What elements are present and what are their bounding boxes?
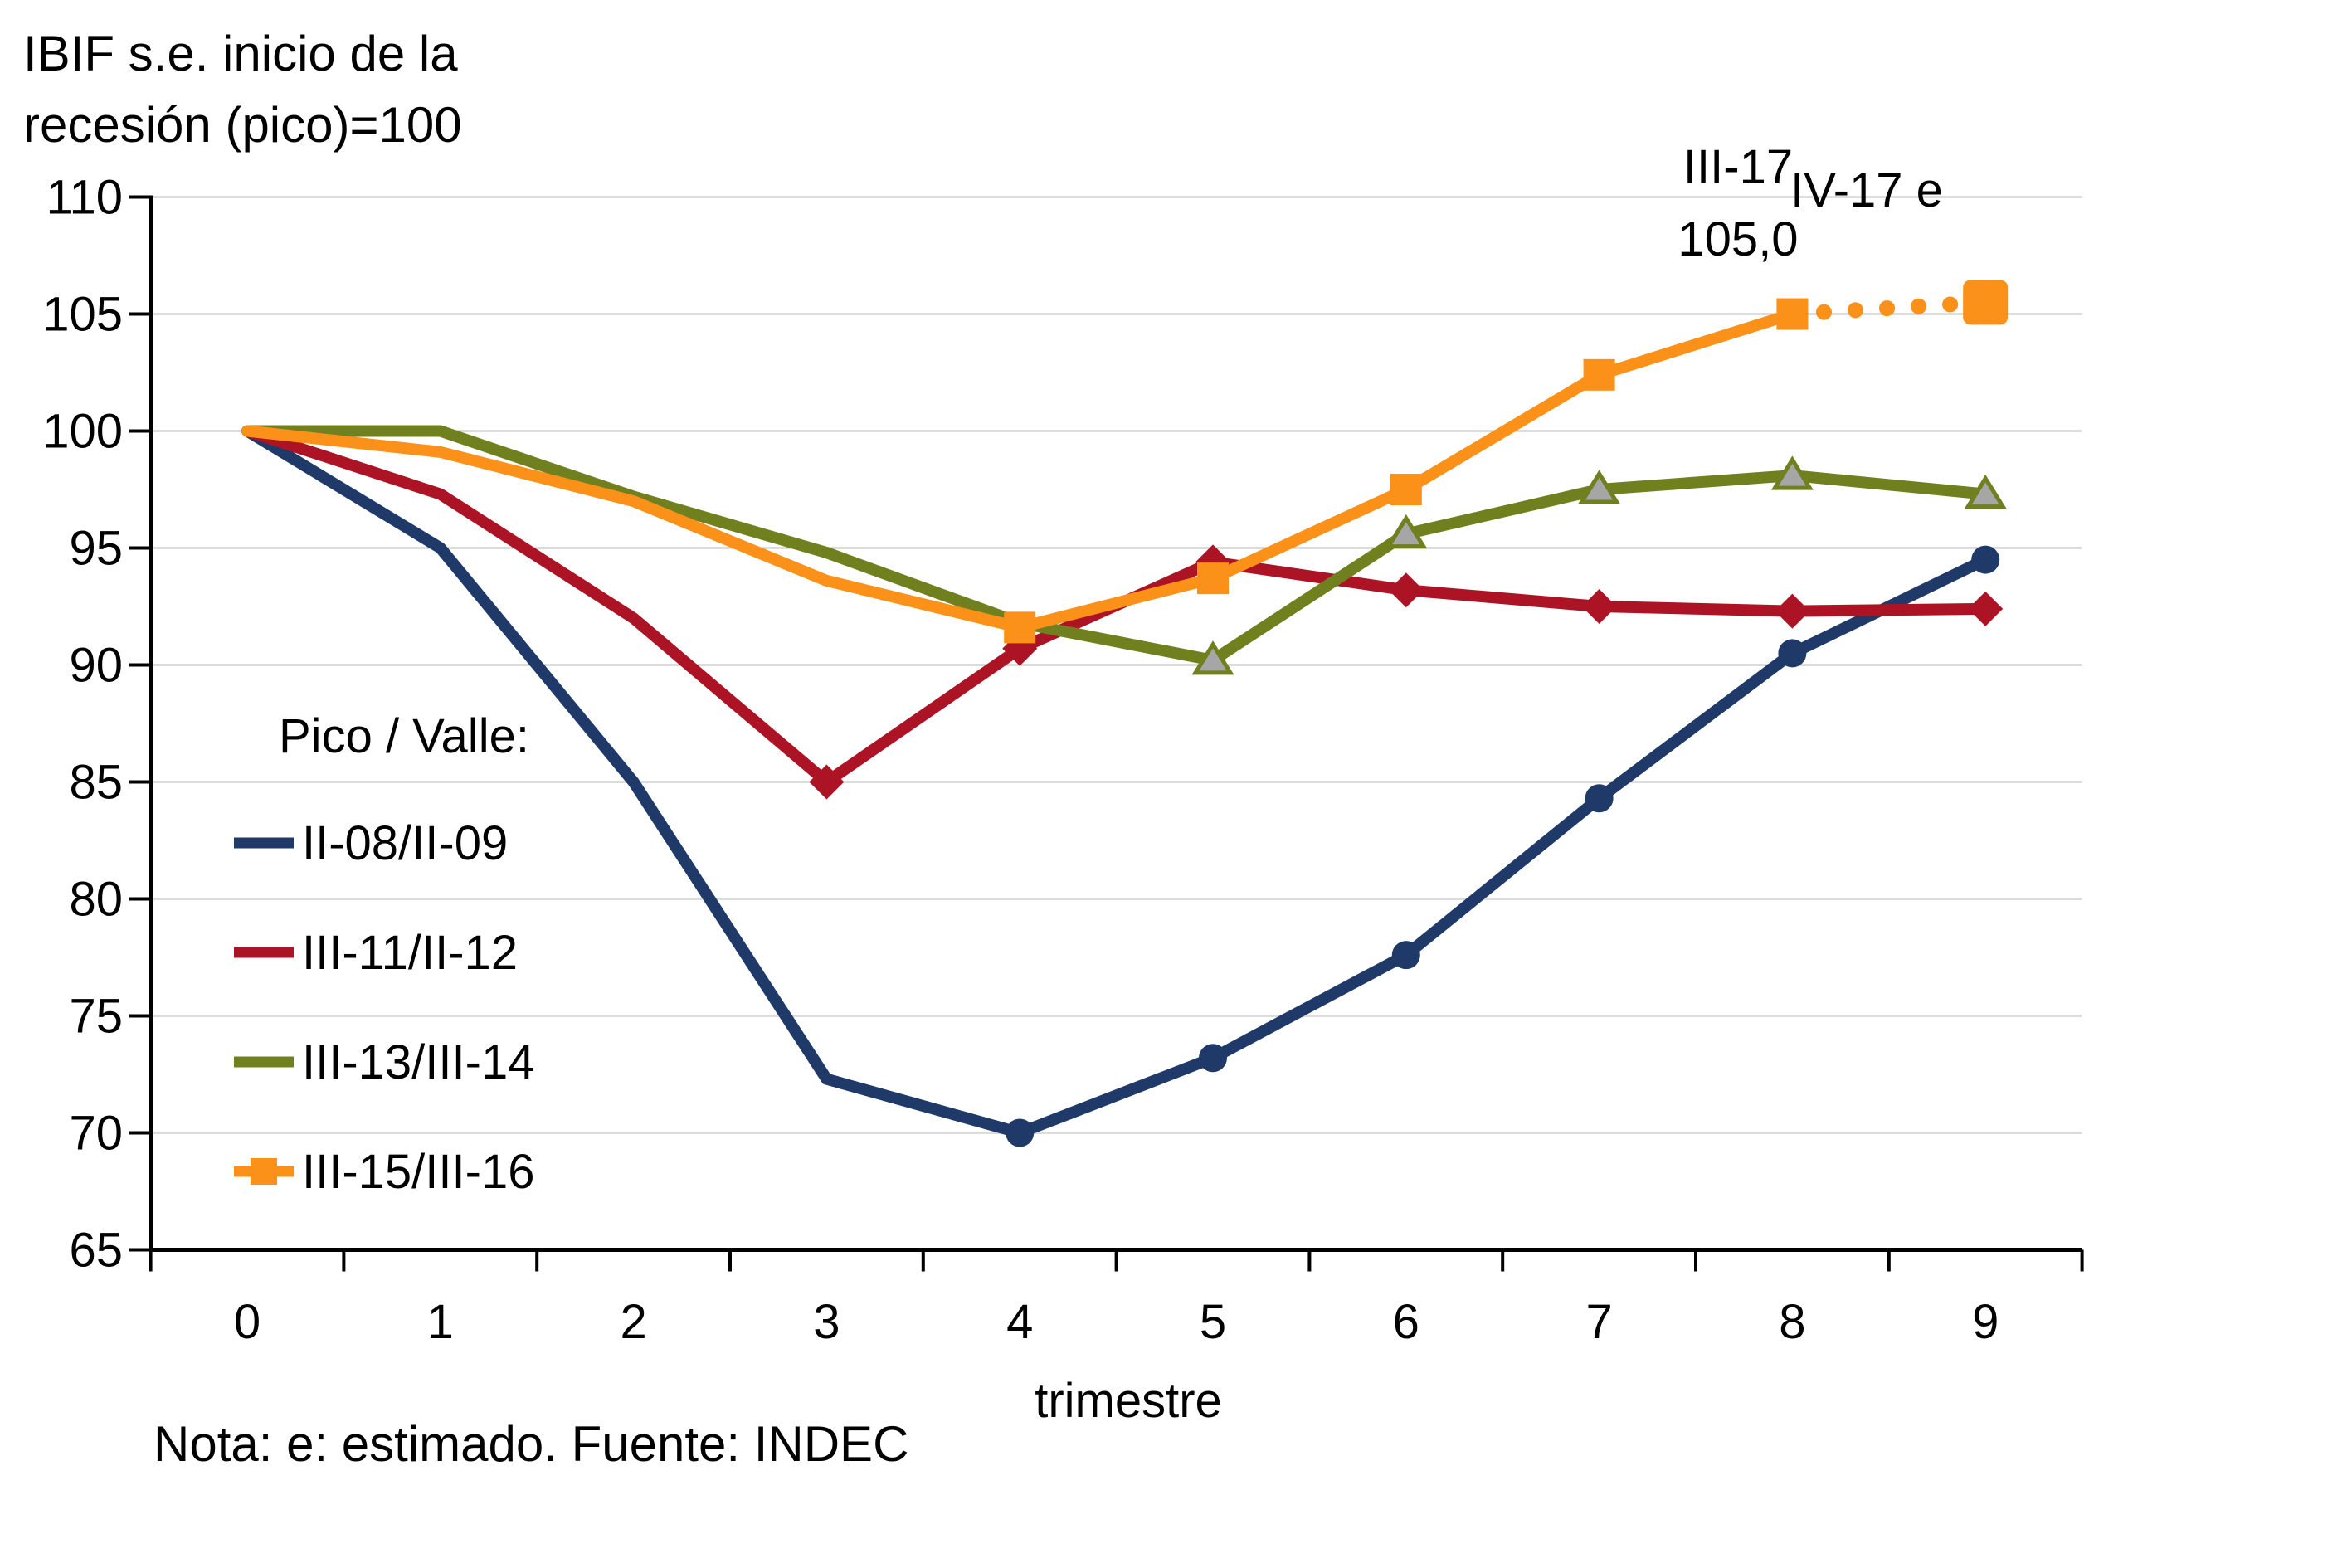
- legend-swatch-line: [234, 837, 294, 849]
- marker-circle[interactable]: [1971, 545, 2000, 574]
- marker-square[interactable]: [1004, 611, 1036, 644]
- marker-triangle[interactable]: [1578, 470, 1621, 504]
- peak-annotation-quarter: III-17: [1682, 140, 1794, 194]
- x-tick-label: 8: [1779, 1295, 1805, 1349]
- legend-label: III-13/III-14: [302, 1035, 535, 1089]
- marker-diamond[interactable]: [809, 764, 845, 800]
- marker-triangle[interactable]: [1385, 514, 1428, 549]
- legend-swatch-line-with-square-marker: [234, 1158, 294, 1185]
- legend-label: III-11/II-12: [302, 925, 519, 980]
- marker-square-estimated[interactable]: [1963, 280, 2009, 325]
- marker-square[interactable]: [1776, 298, 1809, 330]
- x-tick-label: 6: [1393, 1295, 1419, 1349]
- marker-circle[interactable]: [1391, 941, 1420, 970]
- marker-diamond[interactable]: [1581, 589, 1617, 624]
- legend-label: III-15/III-16: [302, 1144, 535, 1199]
- legend-item-III-11-II-12[interactable]: III-11/II-12: [232, 923, 518, 981]
- series-line-0[interactable]: [241, 425, 1992, 1139]
- series-line-3[interactable]: [241, 308, 1799, 634]
- y-tick-label: 90: [69, 639, 123, 693]
- x-axis-title: trimestre: [1035, 1374, 1222, 1428]
- marker-diamond[interactable]: [1775, 593, 1810, 629]
- marker-circle[interactable]: [1585, 784, 1614, 813]
- marker-circle[interactable]: [1006, 1118, 1035, 1147]
- chart-title: IBIF s.e. inicio de la recesión (pico)=1…: [23, 18, 587, 161]
- peak-annotation-value: 105,0: [1678, 212, 1799, 266]
- legend-swatch-line: [234, 1056, 294, 1068]
- marker-square[interactable]: [1390, 474, 1422, 505]
- marker-diamond[interactable]: [1968, 591, 2004, 626]
- chart-title-line2: recesión (pico)=100: [23, 96, 462, 153]
- y-tick-label: 85: [69, 756, 123, 810]
- source-note: Nota: e: estimado. Fuente: INDEC: [153, 1416, 909, 1472]
- y-tick-label: 80: [69, 873, 123, 927]
- marker-diamond[interactable]: [1388, 572, 1424, 608]
- marker-triangle[interactable]: [1964, 474, 2007, 509]
- x-tick-label: 9: [1972, 1295, 1999, 1349]
- marker-square[interactable]: [1583, 358, 1615, 391]
- y-tick-label: 95: [69, 522, 123, 576]
- x-tick-label: 1: [427, 1295, 454, 1349]
- x-tick-label: 7: [1585, 1295, 1612, 1349]
- y-tick-label: 65: [69, 1224, 123, 1278]
- marker-circle[interactable]: [1199, 1044, 1227, 1073]
- x-tick-label: 3: [813, 1295, 840, 1349]
- series-line-estimated-dotted-3[interactable]: [1784, 294, 1994, 322]
- series-line-2[interactable]: [241, 425, 1992, 666]
- legend-item-II-08-II-09[interactable]: II-08/II-09: [232, 814, 508, 872]
- y-tick-label: 100: [42, 405, 123, 459]
- x-tick-label: 5: [1200, 1295, 1226, 1349]
- y-tick-label: 70: [69, 1107, 123, 1161]
- legend-swatch-line: [234, 947, 294, 958]
- legend-heading: Pico / Valle:: [279, 709, 529, 763]
- x-tick-label: 2: [620, 1295, 646, 1349]
- marker-triangle[interactable]: [1770, 455, 1814, 490]
- marker-triangle[interactable]: [1191, 640, 1234, 675]
- marker-square[interactable]: [1197, 562, 1229, 595]
- legend-item-III-13-III-14[interactable]: III-13/III-14: [232, 1033, 534, 1091]
- legend-item-III-15-III-16[interactable]: III-15/III-16: [232, 1142, 534, 1200]
- x-tick-label: 0: [234, 1295, 261, 1349]
- estimate-annotation: IV-17 e: [1790, 163, 1943, 217]
- peak-annotation: III-17 105,0: [1614, 131, 1863, 275]
- y-tick-label: 110: [46, 171, 123, 225]
- marker-circle[interactable]: [1778, 639, 1807, 668]
- x-tick-label: 4: [1006, 1295, 1033, 1349]
- chart-title-line1: IBIF s.e. inicio de la: [23, 26, 458, 81]
- y-tick-label: 105: [42, 288, 123, 342]
- legend-label: II-08/II-09: [302, 816, 509, 870]
- y-tick-label: 75: [69, 990, 123, 1044]
